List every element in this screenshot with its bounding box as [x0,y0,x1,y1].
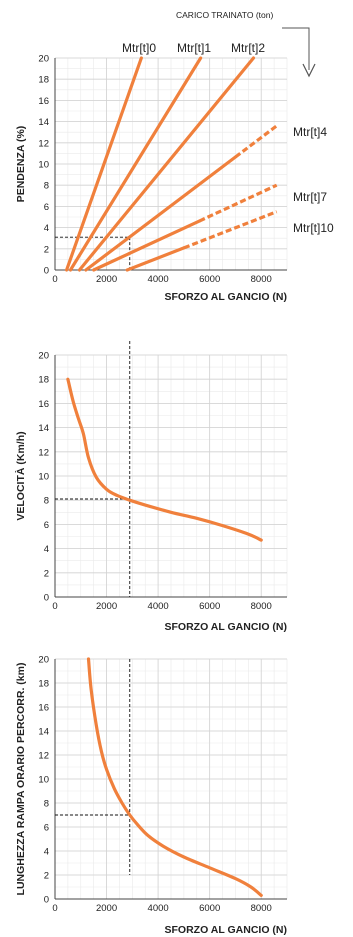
x-tick-label: 8000 [251,903,272,914]
x-tick-label: 0 [52,601,57,612]
y-tick-label: 20 [38,655,49,666]
header-label: CARICO TRAINATO (ton) [176,10,273,20]
y-tick-label: 6 [44,202,49,213]
y-tick-label: 14 [38,727,49,738]
y-axis-label: PENDENZA (%) [15,126,27,203]
y-tick-label: 8 [44,181,49,192]
series-curve [86,657,263,897]
y-axis-label: VELOCITÀ (Km/h) [14,431,27,520]
series-line-dashed [183,210,278,250]
series-label: Mtr[t]4 [293,125,327,139]
y-tick-label: 12 [38,138,49,149]
y-tick-label: 12 [38,751,49,762]
y-tick-label: 14 [38,423,49,434]
y-tick-label: 8 [44,799,49,810]
series-label: Mtr[t]7 [293,190,327,204]
y-tick-label: 18 [38,679,49,690]
y-tick-label: 10 [38,472,49,483]
y-tick-label: 10 [38,160,49,171]
y-tick-label: 0 [44,895,49,906]
y-tick-label: 16 [38,703,49,714]
y-tick-label: 18 [38,375,49,386]
x-tick-label: 4000 [148,274,169,285]
x-axis-label: SFORZO AL GANCIO (N) [165,924,288,936]
series-line-dashed [198,183,278,223]
x-tick-label: 0 [52,903,57,914]
x-tick-label: 2000 [96,601,117,612]
series-line [92,219,201,272]
y-tick-label: 10 [38,775,49,786]
x-tick-label: 0 [52,274,57,285]
y-tick-label: 6 [44,823,49,834]
series-line [84,155,238,272]
series-label: Mtr[t]0 [122,41,156,55]
y-tick-label: 20 [38,351,49,362]
series-line-dashed [234,124,278,159]
y-tick-label: 16 [38,96,49,107]
y-tick-label: 4 [44,544,49,555]
y-tick-label: 8 [44,496,49,507]
y-tick-label: 18 [38,75,49,86]
series-label: Mtr[t]10 [293,221,334,235]
x-axis-label: SFORZO AL GANCIO (N) [165,291,288,303]
x-tick-label: 2000 [96,903,117,914]
series-line [77,56,256,272]
y-tick-label: 16 [38,399,49,410]
x-axis-label: SFORZO AL GANCIO (N) [165,621,288,633]
chart-pendenza: 0 2000 4000 6000 8000 0 2 4 6 8 10 12 14 16 18 20 SFORZO… [15,41,334,303]
x-tick-label: 4000 [148,601,169,612]
y-tick-label: 4 [44,223,49,234]
x-tick-label: 8000 [251,601,272,612]
y-tick-label: 2 [44,244,49,255]
x-tick-label: 6000 [199,601,220,612]
y-tick-label: 6 [44,520,49,531]
chart-lunghezza-rampa: 0 2000 4000 6000 8000 0 2 4 6 8 10 12 14 16 18 20 SFORZO… [15,655,288,936]
y-tick-label: 14 [38,117,49,128]
header-arrow-head-icon [302,63,316,78]
series-line [64,56,143,272]
series-curve [66,377,263,542]
y-tick-label: 0 [44,593,49,604]
x-tick-label: 8000 [251,274,272,285]
series-label: Mtr[t]1 [177,41,211,55]
chart-velocita: 0 2000 4000 6000 8000 0 2 4 6 8 10 12 14 16 18 20 SFORZO… [14,341,288,633]
y-tick-label: 0 [44,266,49,277]
y-tick-label: 20 [38,54,49,65]
series-line [68,56,203,272]
x-tick-label: 6000 [199,274,220,285]
series-label: Mtr[t]2 [231,41,265,55]
y-tick-label: 2 [44,568,49,579]
y-axis-label: LUNGHEZZA RAMPA ORARIO PERCORR. (km) [15,663,27,896]
y-tick-label: 2 [44,871,49,882]
series-line [125,246,186,272]
x-tick-label: 2000 [96,274,117,285]
y-tick-label: 4 [44,847,49,858]
header-arrow-line [282,27,310,70]
x-tick-label: 4000 [148,903,169,914]
y-tick-label: 12 [38,447,49,458]
x-tick-label: 6000 [199,903,220,914]
